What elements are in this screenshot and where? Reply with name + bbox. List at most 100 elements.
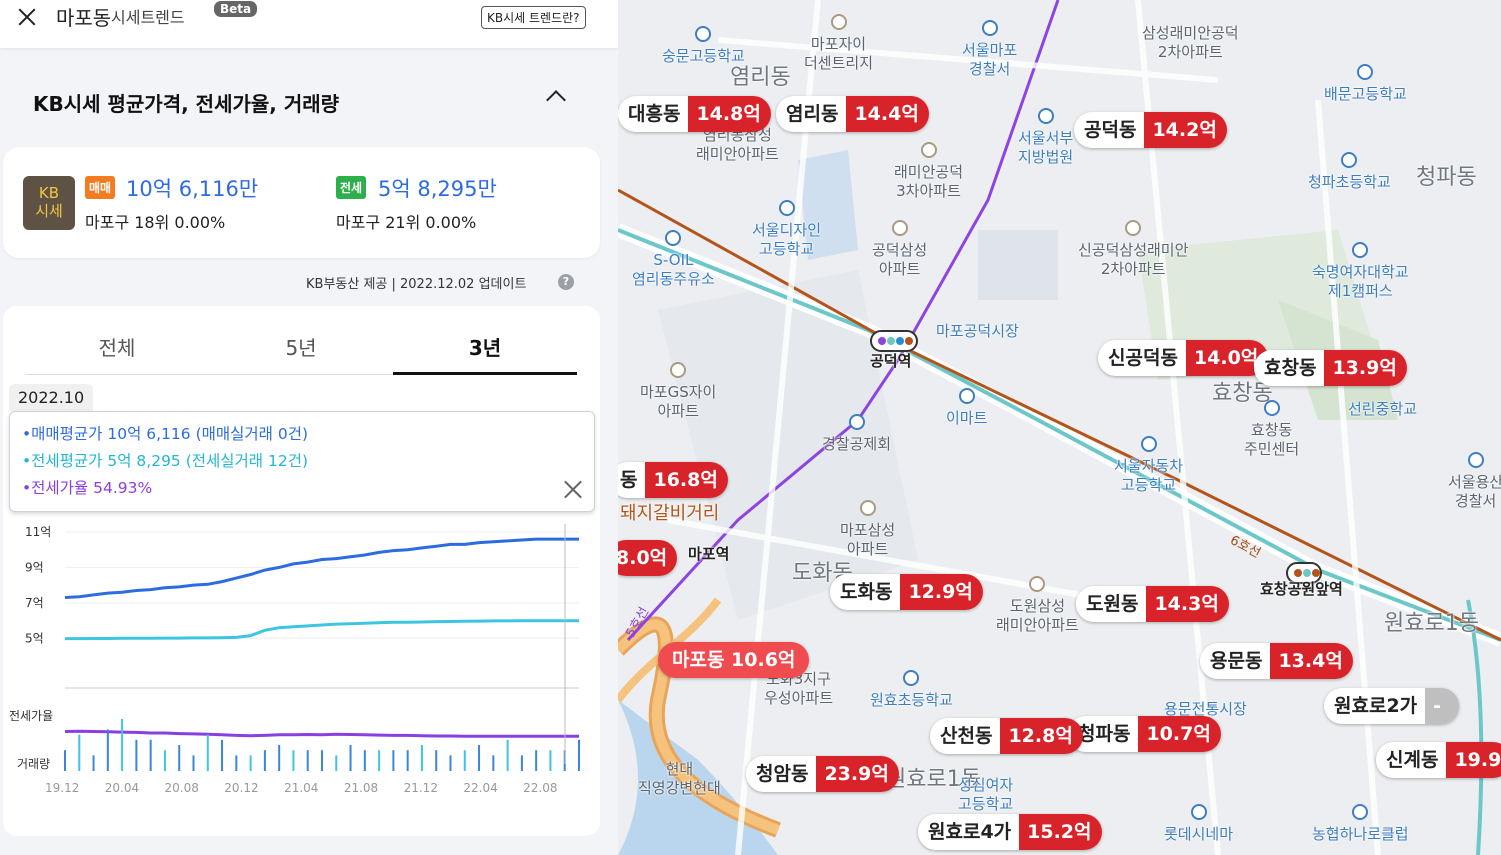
poi-school[interactable]: 성심여자 고등학교 <box>958 776 1014 813</box>
poi-apartment[interactable]: 공덕삼성 아파트 <box>872 220 927 279</box>
volume-bar <box>506 739 509 771</box>
poi-apartment[interactable]: 래미안공덕 3차아파트 <box>894 142 963 201</box>
volume-bar <box>578 739 580 771</box>
help-icon[interactable]: ? <box>558 274 574 290</box>
summary-card: KB 시세 매매 10억 6,116만 마포구 18위 0.00% 전세 5억 … <box>3 147 600 258</box>
poi-emart[interactable]: 이마트 <box>946 388 987 428</box>
price-marker-cheongpa[interactable]: 청파동 10.7억 <box>1068 716 1221 752</box>
tab-5y[interactable]: 5년 <box>285 336 317 360</box>
tooltip-ratio-line: •전세가율 54.93% <box>22 479 153 497</box>
poi-market[interactable]: 용문전통시장 <box>1164 700 1247 718</box>
poi-apartment[interactable]: 마포GS자이 아파트 <box>640 362 716 421</box>
chart-series <box>64 537 579 738</box>
volume-bar <box>435 750 438 771</box>
price-marker-dohwa[interactable]: 도화동 12.9억 <box>830 574 983 610</box>
region-name: 마포동 <box>56 6 112 30</box>
poi-cinema[interactable]: 롯데시네마 <box>1164 804 1233 844</box>
volume-bar <box>535 750 538 771</box>
volume-bar <box>106 729 109 771</box>
poi-school[interactable]: 서울디자인 고등학교 <box>752 200 821 259</box>
sale-tag: 매매 <box>85 176 116 199</box>
poi-apartment[interactable]: 신공덕삼성래미안 2차아파트 <box>1078 220 1188 279</box>
police-icon <box>848 414 865 430</box>
price-marker-dowon[interactable]: 도원동 14.3억 <box>1076 586 1229 622</box>
volume-bar <box>92 755 95 771</box>
shopping-icon <box>958 388 975 404</box>
shopping-icon <box>1352 804 1369 820</box>
poi-apartment[interactable]: 삼성래미안공덕 2차아파트 <box>1142 24 1239 61</box>
price-marker-singongdeok[interactable]: 신공덕동 14.0억 <box>1098 340 1269 376</box>
poi-apartment[interactable]: 도원삼성 래미안아파트 <box>996 576 1079 635</box>
poi-apartment[interactable]: 현대 직영강변현대 <box>638 760 721 797</box>
hyochang-station-icon[interactable] <box>1286 562 1322 584</box>
poi-police[interactable]: 경찰공제회 <box>822 414 891 454</box>
tab-all[interactable]: 전체 <box>98 336 136 360</box>
district-label: 원효로1동 <box>1384 611 1479 636</box>
selected-marker-mapo[interactable]: 마포동 10.6억 <box>658 642 810 678</box>
gas-station-icon <box>665 230 682 246</box>
source-update-line: KB부동산 제공 | 2022.12.02 업데이트 <box>306 277 527 292</box>
poi-market[interactable]: 마포공덕시장 <box>936 322 1019 340</box>
poi-gas-station[interactable]: S-OIL 염리동주유소 <box>632 230 715 289</box>
poi-school[interactable]: 숭문고등학교 <box>662 26 745 66</box>
volume-bar <box>420 745 423 771</box>
volume-bar <box>378 750 381 771</box>
price-marker-sancheon[interactable]: 산천동 12.8억 <box>930 718 1083 754</box>
tooltip-close-icon[interactable] <box>563 479 583 499</box>
poi-school[interactable]: 원효초등학교 <box>870 670 953 710</box>
poi-apartment[interactable]: 마포삼성 아파트 <box>840 500 895 559</box>
trend-panel: 마포동 시세트렌드 Beta KB시세 트렌드란? KB시세 평균가격, 전세가… <box>0 0 618 855</box>
poi-university[interactable]: 숙명여자대학교 제1캠퍼스 <box>1312 242 1409 301</box>
poi-court[interactable]: 서울서부 지방법원 <box>1018 108 1073 167</box>
price-marker-cheongam[interactable]: 청암동 23.9억 <box>746 756 899 792</box>
volume-bar <box>163 750 166 771</box>
jeonse-ratio-line <box>64 729 579 738</box>
apartment-icon <box>859 500 876 516</box>
poi-school[interactable]: 배문고등학교 <box>1324 64 1407 104</box>
price-marker-wonhyoro2[interactable]: 원효로2가 - <box>1324 688 1460 724</box>
price-marker-partial-2[interactable]: 8.0억 <box>618 540 678 576</box>
court-icon <box>1037 108 1054 124</box>
poi-police[interactable]: 서울마포 경찰서 <box>962 20 1017 79</box>
school-icon <box>903 670 920 686</box>
x-tick-label: 20.08 <box>165 781 199 795</box>
police-icon <box>981 20 998 36</box>
poi-police[interactable]: 서울용산 경찰서 <box>1448 452 1501 511</box>
x-tick-label: 20.12 <box>224 781 258 795</box>
poi-apartment[interactable]: 마포자이 더센트리지 <box>804 14 873 73</box>
poi-school[interactable]: 서울자동차 고등학교 <box>1114 436 1183 495</box>
price-marker-yeomni[interactable]: 염리동 14.4억 <box>776 96 929 132</box>
y-tick-label: 9억 <box>25 560 44 574</box>
trend-help-button[interactable]: KB시세 트렌드란? <box>481 6 586 29</box>
close-icon[interactable] <box>16 6 38 28</box>
district-label: 청파동 <box>1416 165 1477 190</box>
sale-price-line <box>64 537 579 599</box>
volume-bar <box>292 750 295 771</box>
volume-bar <box>335 755 338 771</box>
x-tick-label: 21.08 <box>344 781 378 795</box>
volume-bar <box>349 745 352 771</box>
hyochang-station-label[interactable]: 효창공원앞역 <box>1260 580 1343 598</box>
price-marker-yongmun[interactable]: 용문동 13.4억 <box>1200 643 1353 679</box>
volume-bar <box>478 745 481 771</box>
price-marker-wonhyoro4[interactable]: 원효로4가 15.2억 <box>918 814 1102 850</box>
price-marker-singye[interactable]: 신계동 19.9 <box>1376 742 1501 778</box>
poi-school[interactable]: 청파초등학교 <box>1308 152 1391 192</box>
poi-center[interactable]: 효창동 주민센터 <box>1244 400 1299 459</box>
map-view[interactable]: 숭문고등학교 마포자이 더센트리지 서울마포 경찰서 삼성래미안공덕 2차아파트… <box>618 0 1501 855</box>
price-marker-hyochang[interactable]: 효창동 13.9억 <box>1254 350 1407 386</box>
gongdeok-station-label[interactable]: 공덕역 <box>870 352 912 370</box>
gongdeok-station-icon[interactable] <box>870 330 918 352</box>
chevron-up-icon[interactable] <box>546 90 566 110</box>
tab-3y[interactable]: 3년 <box>468 336 502 360</box>
price-marker-gongdeok[interactable]: 공덕동 14.2억 <box>1074 112 1227 148</box>
poi-school[interactable]: 선린중학교 <box>1348 400 1418 418</box>
price-marker-partial[interactable]: 동 16.8억 <box>618 462 728 498</box>
mapo-station-label[interactable]: 마포역 <box>688 545 730 563</box>
volume-bar <box>249 755 252 771</box>
volume-bar <box>206 734 209 771</box>
poi-mart[interactable]: 농협하나로클럽 <box>1312 804 1409 844</box>
school-icon <box>1341 152 1358 168</box>
price-marker-daeheung[interactable]: 대흥동 14.8억 <box>618 96 771 132</box>
